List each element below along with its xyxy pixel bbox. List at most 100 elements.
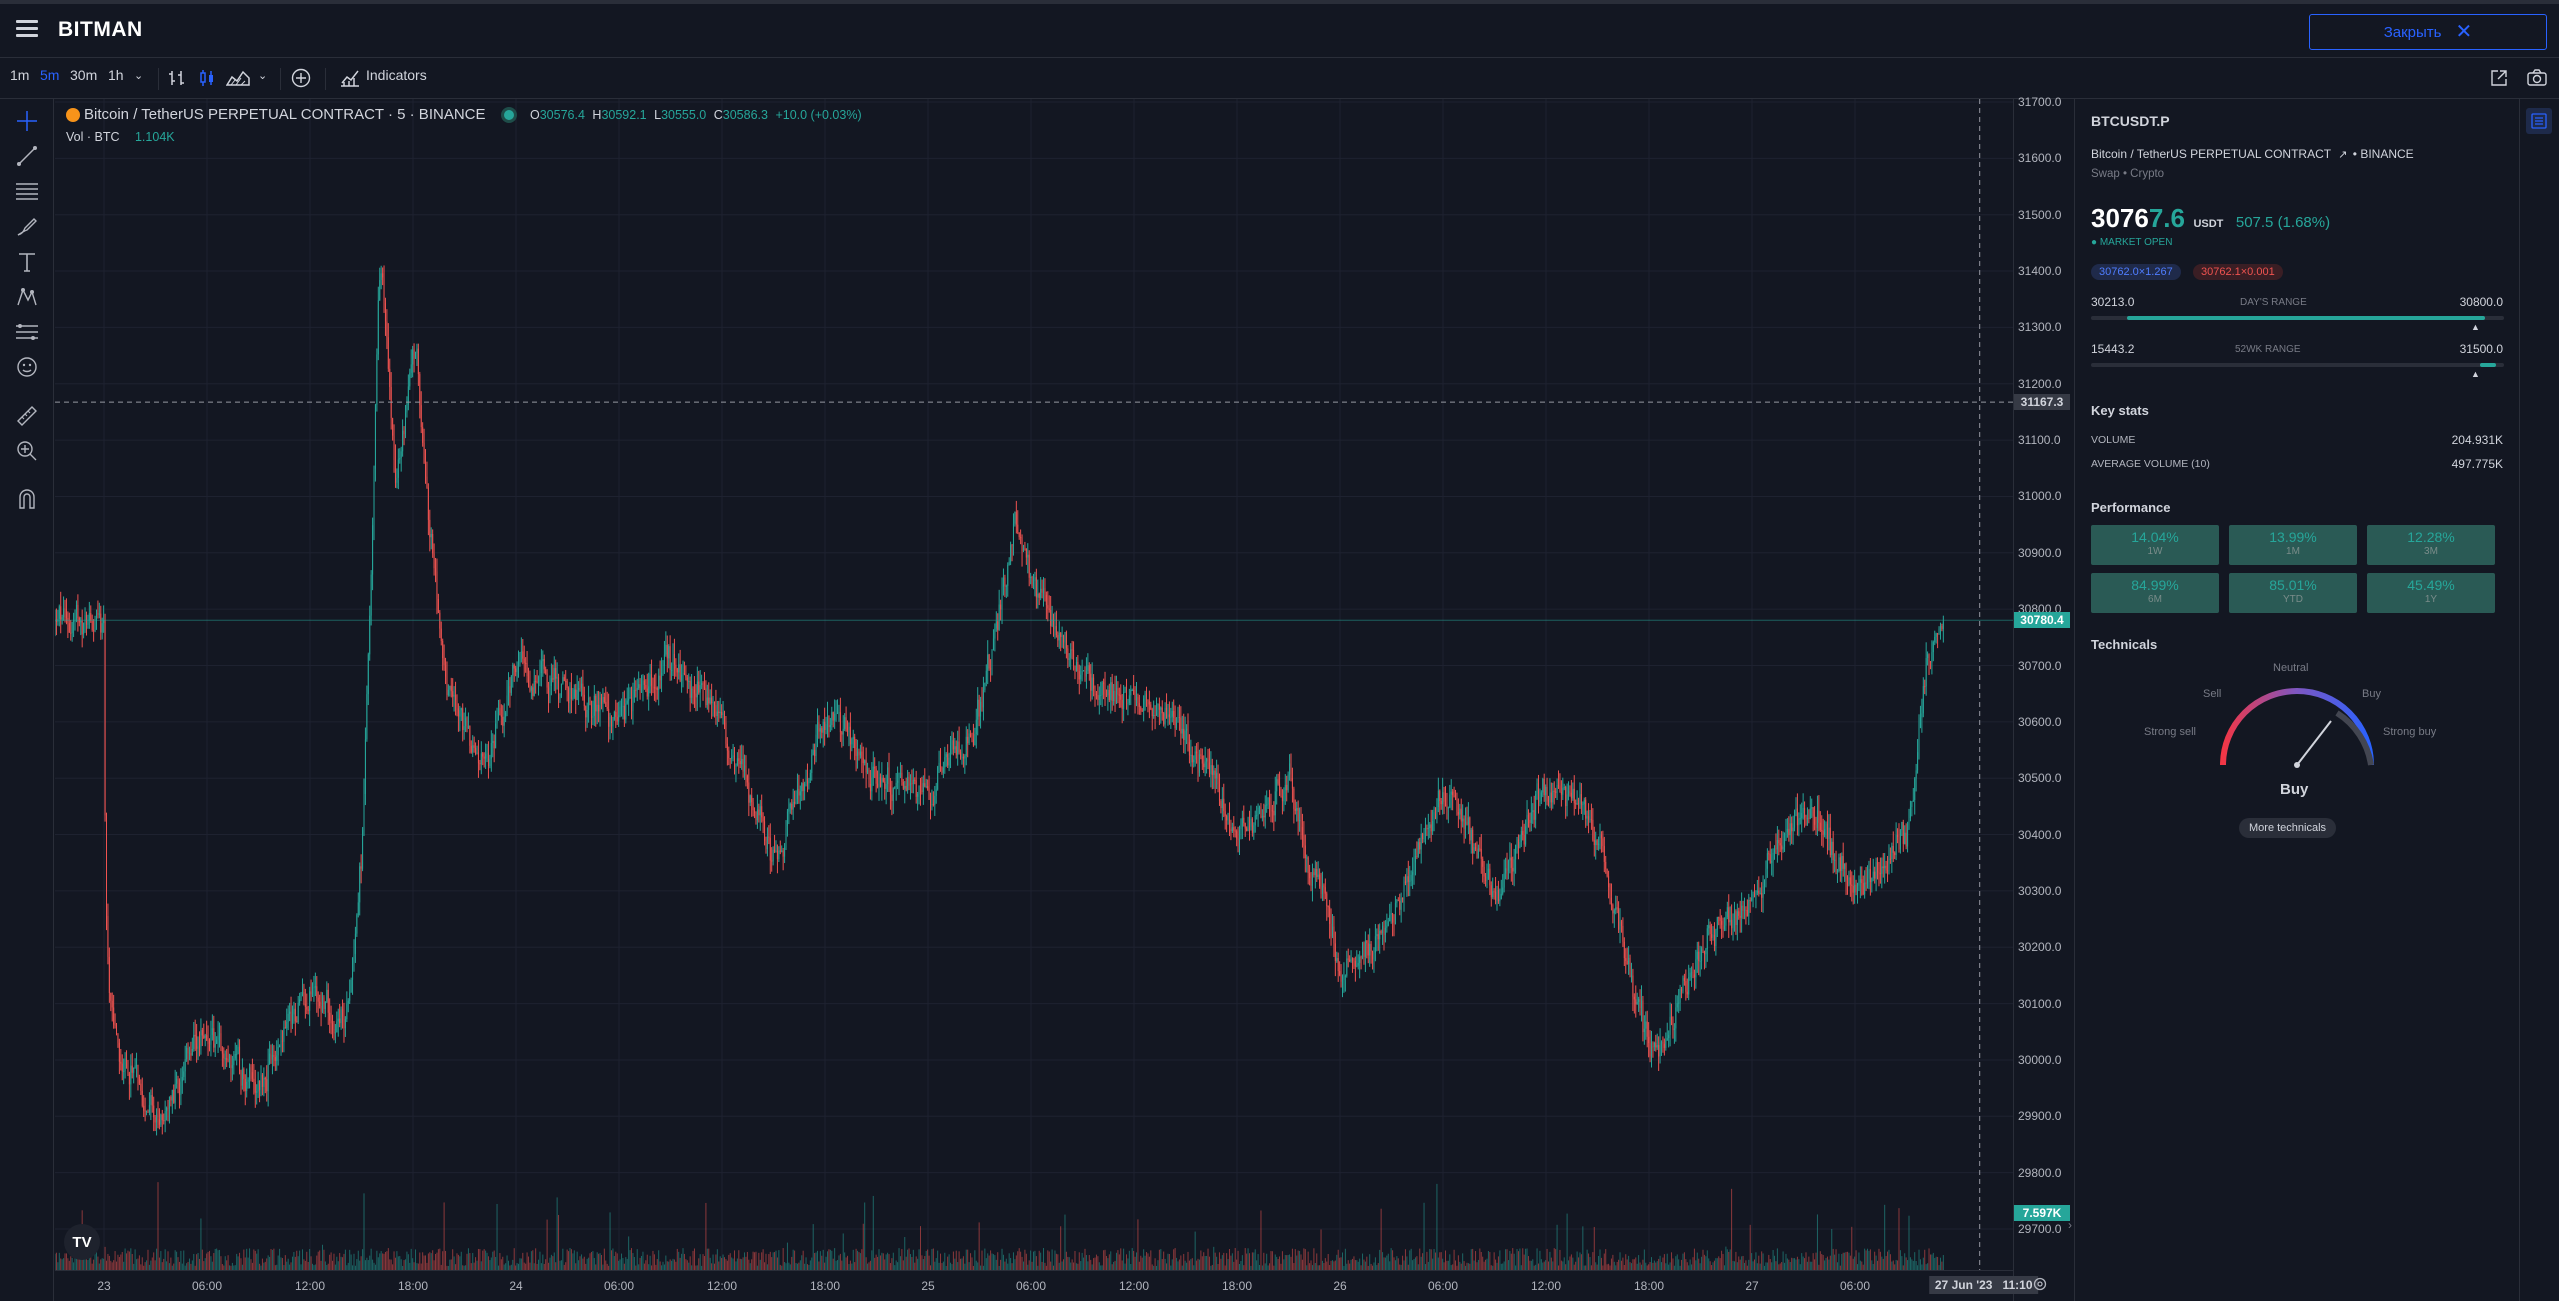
- volume-bar: [1134, 1256, 1136, 1270]
- perf-card-6m[interactable]: 84.99% 6M: [2091, 573, 2219, 613]
- forecast-tool-icon[interactable]: [12, 317, 42, 347]
- open-external-icon[interactable]: [2490, 69, 2508, 87]
- perf-card-1w[interactable]: 14.04% 1W: [2091, 525, 2219, 565]
- volume-label[interactable]: Vol · BTC: [66, 130, 120, 144]
- candle-body: [897, 780, 899, 783]
- compare-add-icon[interactable]: [291, 68, 311, 88]
- volume-bar: [1507, 1260, 1509, 1270]
- pattern-tool-icon[interactable]: [12, 282, 42, 312]
- brush-icon[interactable]: [12, 211, 42, 241]
- tradingview-logo-icon[interactable]: TV: [64, 1224, 100, 1260]
- volume-bar: [297, 1256, 299, 1270]
- zoom-in-icon[interactable]: [12, 436, 42, 466]
- candle-body: [1912, 799, 1914, 802]
- candle-body: [559, 696, 561, 700]
- volume-bar: [619, 1259, 621, 1270]
- candle-body: [269, 1053, 271, 1064]
- candle-body: [1339, 971, 1341, 976]
- fib-retracement-icon[interactable]: [12, 176, 42, 206]
- interval-1m[interactable]: 1m: [10, 67, 30, 83]
- volume-bar: [1630, 1263, 1632, 1270]
- high-value: 30592.1: [601, 108, 647, 122]
- candle-body: [1566, 794, 1568, 807]
- volume-bar: [1466, 1262, 1468, 1270]
- text-tool-icon[interactable]: [12, 247, 42, 277]
- volume-bar: [339, 1253, 341, 1270]
- candle-body: [1622, 925, 1624, 942]
- indicators-icon[interactable]: [340, 69, 360, 87]
- volume-bar: [500, 1259, 502, 1270]
- close-button[interactable]: Закрыть ✕: [2309, 14, 2547, 50]
- candle-body: [352, 958, 354, 980]
- volume-bar: [1000, 1259, 1002, 1270]
- volume-bar: [210, 1256, 212, 1270]
- candle-body: [927, 786, 929, 789]
- volume-bar: [1270, 1251, 1272, 1270]
- candle-body: [1558, 784, 1560, 786]
- volume-bar: [1327, 1254, 1329, 1270]
- menu-icon[interactable]: [16, 20, 38, 38]
- style-dropdown-chevron-icon[interactable]: ⌄: [258, 70, 268, 82]
- volume-bar: [945, 1265, 947, 1270]
- trend-line-icon[interactable]: [12, 141, 42, 171]
- candle-body: [593, 695, 595, 716]
- more-technicals-button[interactable]: More technicals: [2239, 818, 2337, 838]
- candle-body: [1588, 816, 1590, 820]
- volume-bar: [57, 1262, 59, 1270]
- volume-bar: [1337, 1249, 1339, 1270]
- volume-bar: [503, 1264, 505, 1270]
- bars-style-icon[interactable]: [168, 69, 186, 87]
- low-value: 30555.0: [661, 108, 707, 122]
- volume-bar: [330, 1252, 332, 1270]
- price-tick-label: 30300.0: [2018, 883, 2062, 898]
- volume-bar: [1206, 1255, 1208, 1270]
- volume-bar: [243, 1249, 245, 1270]
- volume-bar: [1403, 1260, 1405, 1270]
- candle-body: [435, 568, 437, 572]
- volume-bar: [1094, 1257, 1096, 1270]
- indicators-button[interactable]: Indicators: [366, 67, 427, 83]
- time-axis[interactable]: 23 06:00 12:00 18:00 24 06:00 12:00 18:00 25 06:0…: [55, 1270, 2039, 1301]
- volume-bar: [1499, 1250, 1501, 1270]
- interval-5m[interactable]: 5m: [40, 67, 60, 83]
- interval-dropdown-chevron-icon[interactable]: ⌄: [134, 70, 144, 82]
- candle-body: [455, 694, 457, 701]
- volume-bar: [1186, 1262, 1188, 1270]
- candle-body: [909, 783, 911, 786]
- price-axis[interactable]: 31700.0 31600.0 31500.0 31400.0 31300.0 31200…: [2013, 95, 2073, 1301]
- candle-body: [585, 706, 587, 718]
- perf-card-3m[interactable]: 12.28% 3M: [2367, 525, 2495, 565]
- camera-icon[interactable]: [2527, 69, 2547, 87]
- volume-bar: [1516, 1249, 1518, 1270]
- perf-card-ytd[interactable]: 85.01% YTD: [2229, 573, 2357, 613]
- candle-body: [1505, 868, 1507, 874]
- symbol-full-name[interactable]: Bitcoin / TetherUS PERPETUAL CONTRACT ↗ …: [2091, 147, 2414, 161]
- collapse-panel-chevron-icon[interactable]: ›: [2068, 1218, 2072, 1232]
- interval-1h[interactable]: 1h: [108, 67, 124, 83]
- candles-style-icon[interactable]: [198, 69, 216, 87]
- external-link-icon[interactable]: ↗: [2338, 149, 2348, 161]
- candlestick-plot[interactable]: [55, 99, 2013, 1301]
- volume-bar: [1366, 1256, 1368, 1270]
- interval-30m[interactable]: 30m: [70, 67, 98, 83]
- volume-bar: [698, 1258, 700, 1270]
- crosshair-icon[interactable]: [12, 106, 42, 136]
- settings-gear-icon[interactable]: [2032, 1276, 2048, 1292]
- area-style-icon[interactable]: [226, 69, 250, 87]
- candle-body: [229, 1055, 231, 1060]
- candle-body: [778, 850, 780, 859]
- candle-body: [1746, 910, 1748, 917]
- magnet-icon[interactable]: [12, 484, 42, 514]
- details-list-icon[interactable]: [2526, 108, 2552, 134]
- candle-body: [1115, 688, 1117, 703]
- emoji-icon[interactable]: [12, 352, 42, 382]
- price-chart[interactable]: [55, 99, 2013, 1301]
- symbol-line[interactable]: Bitcoin / TetherUS PERPETUAL CONTRACT · …: [84, 106, 486, 123]
- candle-body: [898, 773, 900, 781]
- volume-bar: [104, 1246, 106, 1270]
- volume-bar: [402, 1265, 404, 1270]
- ruler-icon[interactable]: [12, 401, 42, 431]
- candle-body: [646, 688, 648, 697]
- perf-card-1y[interactable]: 45.49% 1Y: [2367, 573, 2495, 613]
- perf-card-1m[interactable]: 13.99% 1M: [2229, 525, 2357, 565]
